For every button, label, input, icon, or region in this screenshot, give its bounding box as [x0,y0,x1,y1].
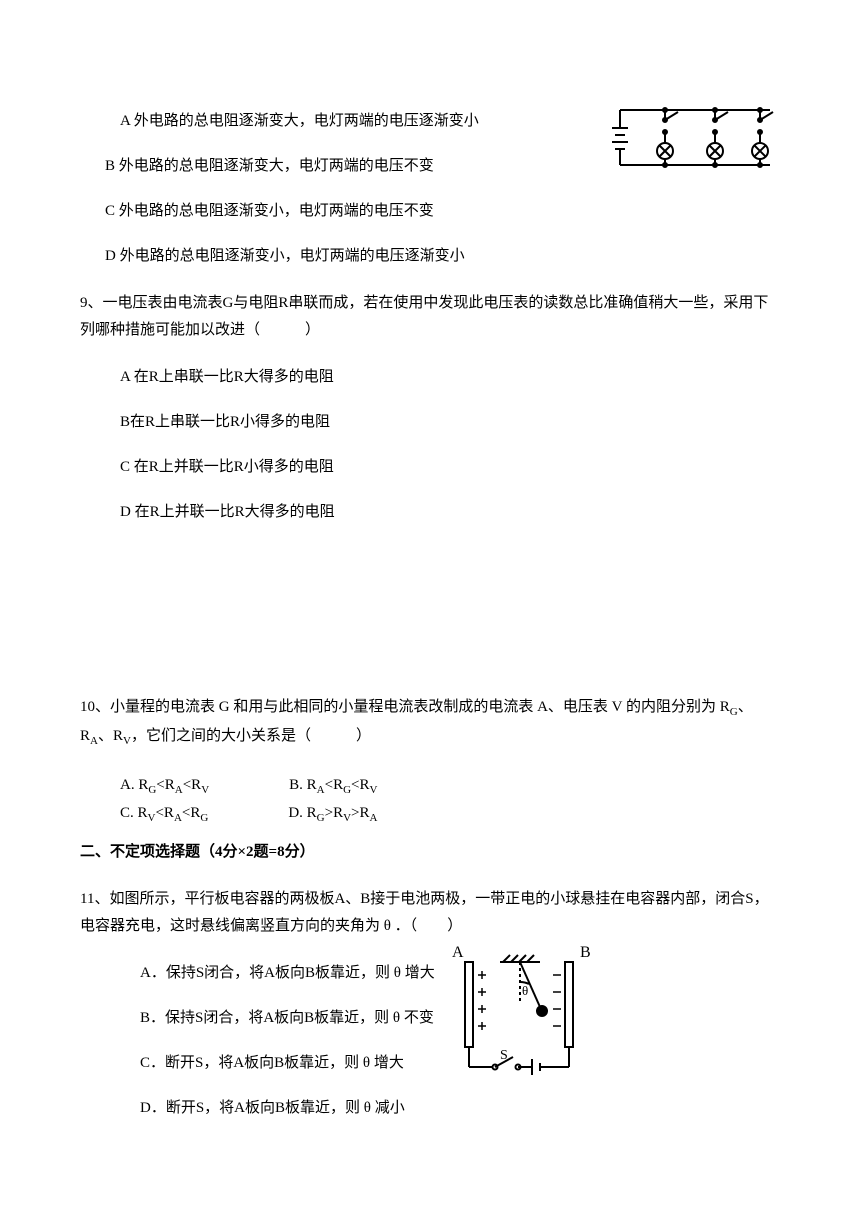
q9-option-c: C 在R上并联一比R小得多的电阻 [120,454,780,481]
q8-option-d: D 外电路的总电阻逐渐变小，电灯两端的电压逐渐变小 [105,243,780,270]
q8-circuit-diagram [610,100,785,175]
q10-sub-a: A [90,735,98,747]
q9-stem: 9、一电压表由电流表G与电阻R串联而成，若在使用中发现此电压表的读数总比准确值稍… [80,290,780,344]
label-s: S [500,1048,508,1063]
q9-option-b: B在R上串联一比R小得多的电阻 [120,409,780,436]
q11-capacitor-diagram: A B S θ [440,937,605,1087]
q9-option-a: A 在R上串联一比R大得多的电阻 [120,364,780,391]
q10-options-row2: C. RV<RA<RG D. RG>RV>RA [120,800,780,829]
q10-stem-p3: 、R [98,728,123,744]
q9-option-d: D 在R上并联一比R大得多的电阻 [120,499,780,526]
q11-stem: 11、如图所示，平行板电容器的两极板A、B接于电池两极，一带正电的小球悬挂在电容… [80,886,780,940]
section2-title: 二、不定项选择题（4分×2题=8分） [80,839,780,866]
q8-option-c: C 外电路的总电阻逐渐变小，电灯两端的电压不变 [105,198,780,225]
q10-stem-p1: 10、小量程的电流表 G 和用与此相同的小量程电流表改制成的电流表 A、电压表 … [80,699,730,715]
label-a: A [452,944,464,961]
q10-options-row1: A. RG<RA<RV B. RA<RG<RV [120,772,780,801]
q10-sub-v: V [123,735,131,747]
q10-stem: 10、小量程的电流表 G 和用与此相同的小量程电流表改制成的电流表 A、电压表 … [80,694,780,752]
q10-sub-g: G [730,706,738,718]
label-theta: θ [522,983,528,998]
q10-option-d: D. RG>RV>RA [288,800,377,829]
q10-option-b: B. RA<RG<RV [289,772,377,801]
q11-option-d: D．断开S，将A板向B板靠近，则 θ 减小 [140,1095,780,1122]
q10-option-c: C. RV<RA<RG [120,800,208,829]
q10-stem-p4: ，它们之间的大小关系是（ ） [131,728,371,744]
q10-option-a: A. RG<RA<RV [120,772,209,801]
label-b: B [580,944,591,961]
